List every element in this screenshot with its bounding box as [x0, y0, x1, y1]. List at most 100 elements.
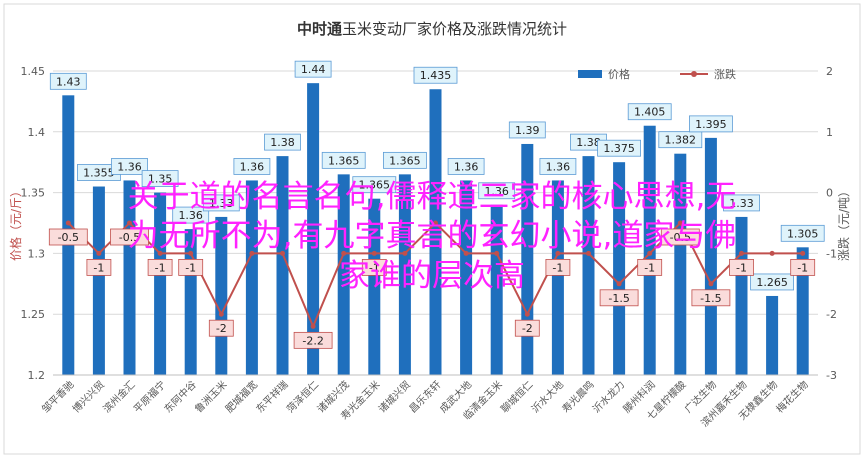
y-tick-label-right: -2 [826, 308, 837, 321]
change-point [280, 250, 285, 256]
change-point [433, 220, 438, 226]
change-data-label: -1 [736, 261, 747, 274]
bar [92, 186, 105, 375]
change-data-label: -1 [185, 261, 196, 274]
price-label-box [49, 72, 87, 90]
x-tick-label: 肥城福宽 [223, 378, 260, 415]
y-tick-label-left: 1.2 [28, 369, 46, 382]
change-data-label: -2 [216, 322, 227, 335]
bar [551, 180, 564, 375]
y-tick-label-left: 1.4 [28, 126, 46, 139]
x-tick-label: 沂水大地 [529, 378, 566, 415]
bar [307, 83, 320, 375]
change-point [463, 250, 469, 256]
price-label-box [264, 133, 301, 151]
change-label-box [637, 258, 663, 276]
x-tick-label: 邹平香驰 [39, 378, 76, 415]
price-data-label: 1.38 [270, 136, 295, 149]
change-point [647, 250, 653, 256]
price-label-box [382, 151, 427, 169]
overlay-text-line-2: 为无所不为,有九字真言的玄幻小说,道家与佛 [127, 218, 737, 254]
x-tick-label: 诸城兴贸 [376, 379, 413, 416]
bar [643, 125, 656, 375]
change-data-label: -2 [522, 322, 533, 335]
x-tick-label: 沂水龙力 [590, 378, 627, 415]
change-point [157, 250, 163, 256]
price-data-label: 1.375 [603, 142, 635, 155]
change-label-box [86, 258, 112, 276]
change-point [739, 250, 744, 256]
bar [796, 247, 809, 375]
change-data-label: -1 [644, 261, 655, 274]
bar [398, 174, 411, 375]
change-point [96, 250, 102, 256]
change-label-box [545, 258, 571, 276]
price-data-label: 1.35 [148, 173, 173, 186]
change-point [127, 220, 132, 226]
x-tick-label: 聊城恒仁 [498, 378, 535, 415]
x-tick-label: 滨州金汇 [100, 378, 137, 415]
bar [704, 137, 717, 375]
change-point [494, 250, 500, 256]
legend-label-price: 价格 [608, 67, 630, 81]
price-label-box [689, 115, 733, 133]
bar [154, 192, 167, 375]
price-data-label: 1.36 [546, 160, 571, 173]
price-label-box [723, 194, 760, 212]
y-axis-title-left: 价格（元/斤） [8, 185, 23, 261]
change-label-box [208, 319, 234, 337]
price-data-label: 1.435 [420, 69, 452, 82]
change-point [677, 220, 683, 226]
price-label-box [780, 224, 825, 242]
price-label-box [750, 273, 794, 291]
change-data-label: -1 [797, 261, 808, 274]
x-tick-label: 博兴兴贸 [70, 378, 107, 415]
change-label-box [599, 289, 639, 307]
change-point [249, 250, 255, 256]
price-data-label: 1.365 [389, 154, 421, 167]
price-label-box [447, 158, 485, 175]
change-point [800, 250, 806, 256]
price-label-box [294, 60, 332, 78]
price-data-label: 1.265 [756, 276, 788, 289]
price-label-box [478, 182, 516, 200]
change-point [65, 220, 71, 226]
change-point [555, 250, 561, 256]
price-label-box [627, 103, 672, 121]
change-data-label: -0.5 [58, 231, 79, 244]
change-label-box [514, 319, 540, 337]
change-point [218, 311, 224, 317]
price-label-box [202, 194, 240, 212]
change-point [341, 250, 347, 256]
change-point [616, 281, 622, 287]
x-tick-label: 鲁洲玉米 [192, 378, 229, 415]
x-tick-label: 寿光晨鸣 [559, 378, 596, 415]
change-data-label: -1.5 [700, 292, 721, 305]
price-label-box [413, 66, 458, 84]
change-label-box [361, 258, 387, 276]
bar [460, 180, 473, 375]
change-data-label: -0.5 [119, 231, 140, 244]
price-data-label: 1.36 [178, 209, 203, 222]
price-label-box [321, 151, 366, 169]
change-point [586, 250, 591, 256]
price-data-label: 1.36 [454, 160, 479, 173]
price-label-box [352, 176, 397, 194]
change-point [524, 311, 530, 317]
y-axis-title-right: 涨跌（元/吨） [836, 185, 851, 261]
x-tick-label: 梅花生物 [773, 378, 810, 415]
y-tick-label-right: 2 [826, 65, 833, 78]
price-data-label: 1.36 [240, 160, 265, 173]
price-label-box [658, 131, 703, 149]
change-label-box [660, 228, 700, 246]
change-label-box [48, 228, 88, 246]
change-label-box [293, 331, 333, 349]
y-tick-label-left: 1.25 [21, 308, 46, 321]
price-data-label: 1.405 [634, 106, 666, 119]
price-data-label: 1.33 [729, 197, 754, 210]
change-label-box [178, 258, 204, 276]
change-data-label: -2.2 [302, 334, 323, 347]
change-data-label: -1 [93, 261, 104, 274]
overlay-text-line-1: 关于道的名言名句,儒释道三家的核心思想,无 [127, 179, 737, 215]
